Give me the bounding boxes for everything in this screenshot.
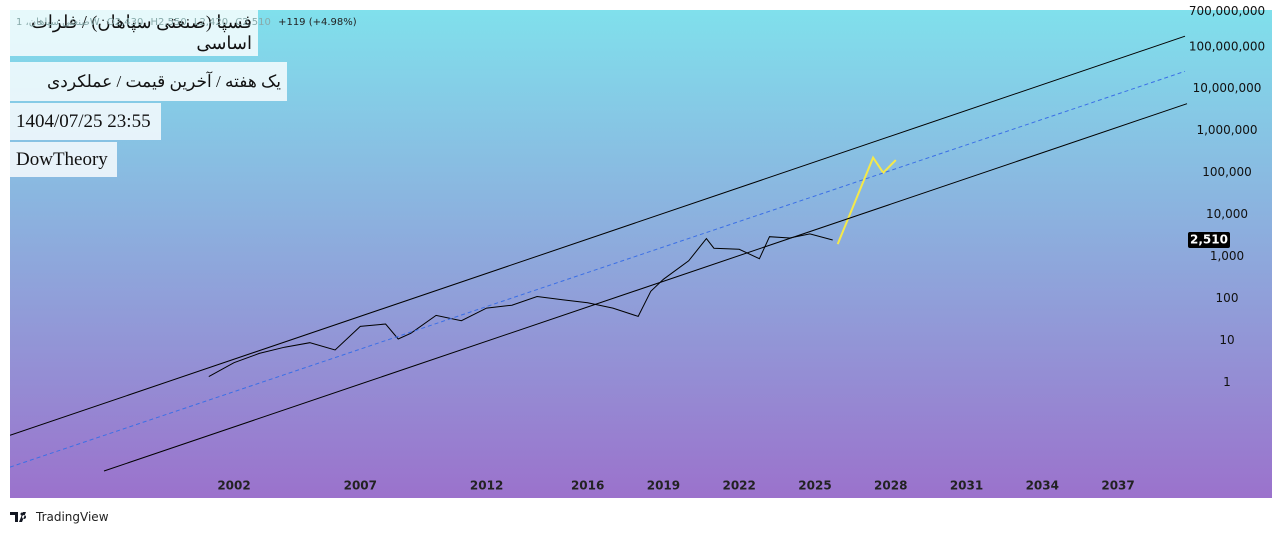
series-line	[836, 155, 897, 245]
date: 1404/07/25 23:55	[10, 103, 161, 140]
x-tick-label: 2016	[571, 479, 604, 493]
series-line	[103, 103, 1188, 472]
series-line	[10, 70, 1186, 468]
change: +119 (+4.98%)	[278, 17, 357, 28]
x-tick-label: 2037	[1101, 479, 1134, 493]
y-tick-label: 10,000,000	[1193, 81, 1262, 95]
last-price-tag	[1188, 231, 1230, 248]
y-tick-label: 10,000	[1206, 207, 1248, 221]
ohlc: O2,430	[106, 17, 144, 28]
symbol: صنعتی سپاهان، 1W	[16, 17, 100, 28]
brand[interactable]: TradingView	[10, 510, 109, 524]
x-tick-label: 2034	[1026, 479, 1059, 493]
x-tick-label: 2019	[647, 479, 680, 493]
ohlc: C2,510	[235, 17, 271, 28]
series-line	[10, 35, 1186, 436]
x-tick-label: 2002	[217, 479, 250, 493]
x-tick-label: 2031	[950, 479, 983, 493]
title: فسپا (صنعتی سپاهان) / فلزات اساسی	[10, 10, 258, 56]
brand-name: TradingView	[36, 510, 109, 524]
x-tick-label: 2025	[798, 479, 831, 493]
legend-line: صنعتی سپاهان، 1W O2,430 H2,550 L2,420 C2…	[16, 17, 361, 28]
y-tick-label: 700,000,000	[1189, 4, 1265, 18]
y-tick-label: 1,000,000	[1196, 123, 1257, 137]
y-tick-label: 1,000	[1210, 249, 1244, 263]
ohlc: H2,550	[150, 17, 187, 28]
x-tick-label: 2028	[874, 479, 907, 493]
x-tick-label: 2007	[344, 479, 377, 493]
ohlc: L2,420	[193, 17, 229, 28]
y-tick-label: 100,000,000	[1189, 39, 1265, 53]
y-tick-label: 100	[1216, 291, 1239, 305]
y-tick-label: 10	[1219, 333, 1234, 347]
plot-area	[10, 35, 1188, 472]
author: DowTheory	[10, 142, 117, 177]
subtitle: یک هفته / آخرین قیمت / عملکردی	[10, 62, 287, 101]
x-tick-label: 2022	[722, 479, 755, 493]
y-tick-label: 100,000	[1202, 165, 1252, 179]
x-tick-label: 2012	[470, 479, 503, 493]
series-line	[208, 233, 833, 378]
brand-logo	[10, 512, 27, 522]
y-tick-label: 1	[1223, 375, 1231, 389]
last-price-label: 2,510	[1190, 232, 1228, 246]
